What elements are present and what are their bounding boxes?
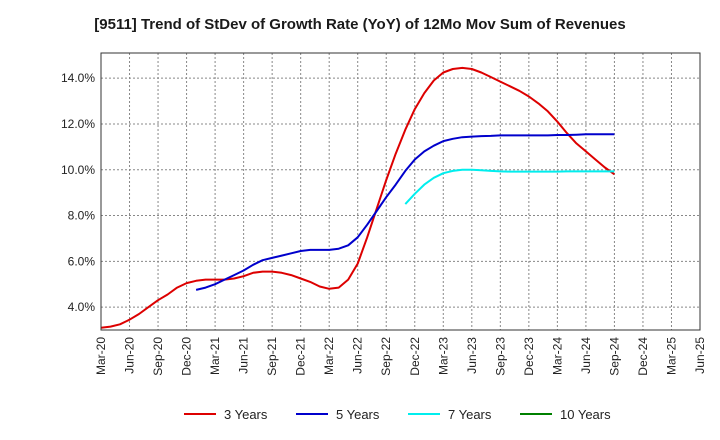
x-tick-label: Sep-23 xyxy=(493,337,507,376)
series-lines xyxy=(100,66,615,329)
x-tick-label: Mar-21 xyxy=(208,337,222,375)
x-tick-label: Dec-20 xyxy=(180,337,194,376)
legend-label: 7 Years xyxy=(448,407,492,422)
x-tick-label: Mar-20 xyxy=(94,337,108,375)
plot-area-border xyxy=(100,52,701,331)
x-tick-label: Jun-20 xyxy=(123,337,137,374)
y-tick-label: 12.0% xyxy=(61,117,95,131)
x-tick-label: Dec-23 xyxy=(522,337,536,376)
x-tick-label: Sep-21 xyxy=(265,337,279,376)
x-tick-label: Jun-24 xyxy=(579,337,593,374)
x-tick-label: Dec-21 xyxy=(294,337,308,376)
x-tick-label: Jun-21 xyxy=(237,337,251,374)
x-tick-label: Sep-24 xyxy=(607,337,621,376)
x-tick-label: Sep-20 xyxy=(151,337,165,376)
x-tick-label: Jun-22 xyxy=(351,337,365,374)
legend-label: 5 Years xyxy=(336,407,380,422)
chart-title: [9511] Trend of StDev of Growth Rate (Yo… xyxy=(94,16,625,33)
legend: 3 Years 5 Years 7 Years 10 Years xyxy=(184,407,611,422)
x-tick-label: Mar-25 xyxy=(664,337,678,375)
grid xyxy=(101,53,700,330)
y-tick-label: 14.0% xyxy=(61,71,95,85)
x-tick-label: Dec-22 xyxy=(408,337,422,376)
y-tick-label: 6.0% xyxy=(68,254,96,268)
x-tick-label: Mar-22 xyxy=(322,337,336,375)
x-tick-label: Jun-25 xyxy=(693,337,707,374)
y-tick-label: 10.0% xyxy=(61,163,95,177)
x-tick-label: Mar-23 xyxy=(436,337,450,375)
x-tick-label: Jun-23 xyxy=(465,337,479,374)
x-tick-label: Mar-24 xyxy=(550,337,564,375)
y-tick-label: 8.0% xyxy=(68,209,96,223)
y-axis-ticks: 4.0% 6.0% 8.0% 10.0% 12.0% 14.0% xyxy=(61,71,95,314)
series-line-5-years xyxy=(195,133,615,291)
legend-label: 10 Years xyxy=(560,407,611,422)
y-tick-label: 4.0% xyxy=(68,300,96,314)
legend-label: 3 Years xyxy=(224,407,268,422)
series-line-7-years xyxy=(404,168,615,205)
x-axis-ticks: Mar-20 Jun-20 Sep-20 Dec-20 Mar-21 Jun-21 Sep-… xyxy=(94,337,707,376)
x-tick-label: Sep-22 xyxy=(379,337,393,376)
series-line-3-years xyxy=(100,66,615,329)
x-tick-label: Dec-24 xyxy=(636,337,650,376)
